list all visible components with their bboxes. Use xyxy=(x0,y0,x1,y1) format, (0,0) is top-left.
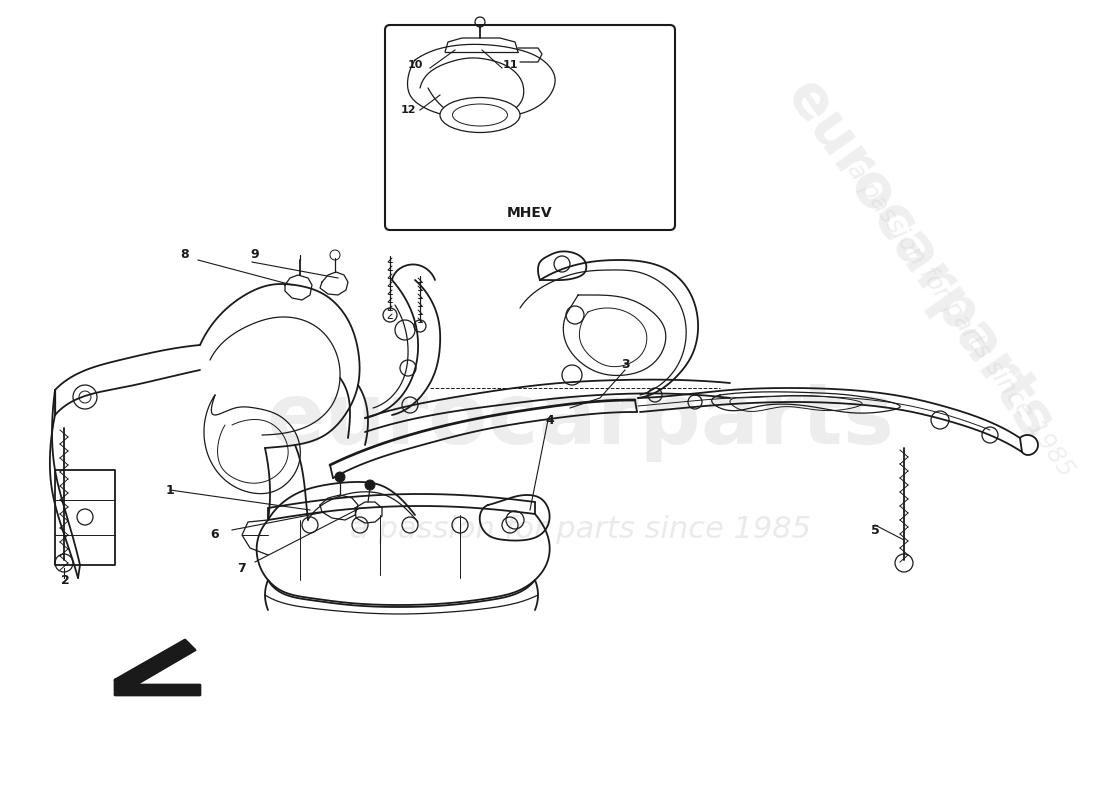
Text: 4: 4 xyxy=(546,414,554,426)
Text: 9: 9 xyxy=(251,249,260,262)
Text: 1: 1 xyxy=(166,483,175,497)
Text: 12: 12 xyxy=(400,105,416,115)
Text: 11: 11 xyxy=(503,60,518,70)
FancyBboxPatch shape xyxy=(385,25,675,230)
Text: eurocarparts: eurocarparts xyxy=(266,378,894,462)
Text: MHEV: MHEV xyxy=(507,206,553,220)
Text: 2: 2 xyxy=(60,574,69,586)
Text: 8: 8 xyxy=(180,249,189,262)
Ellipse shape xyxy=(452,104,507,126)
Text: 5: 5 xyxy=(870,523,879,537)
Text: a passion for parts since 1985: a passion for parts since 1985 xyxy=(842,158,1078,482)
Circle shape xyxy=(365,480,375,490)
Text: 6: 6 xyxy=(211,529,219,542)
Polygon shape xyxy=(116,640,200,695)
Text: a passion for parts since 1985: a passion for parts since 1985 xyxy=(350,515,811,545)
Ellipse shape xyxy=(440,98,520,133)
Text: 7: 7 xyxy=(238,562,246,574)
Text: 3: 3 xyxy=(620,358,629,371)
Text: eurocarparts: eurocarparts xyxy=(774,70,1065,450)
Text: 10: 10 xyxy=(407,60,422,70)
Circle shape xyxy=(336,472,345,482)
